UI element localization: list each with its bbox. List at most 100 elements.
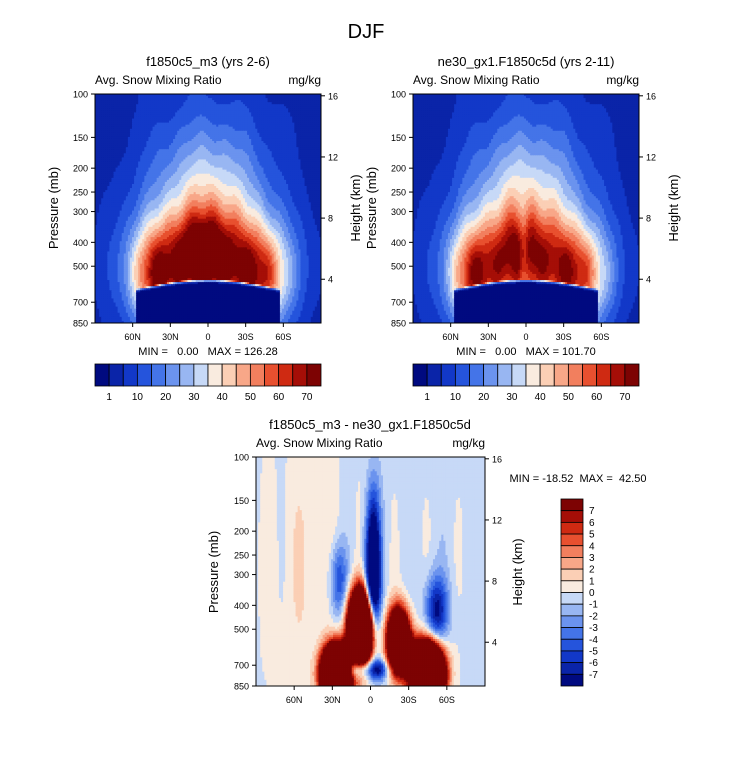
field-cell bbox=[173, 132, 176, 136]
field-cell bbox=[292, 108, 295, 111]
field-cell bbox=[230, 108, 234, 111]
field-cell bbox=[193, 118, 197, 122]
field-cell bbox=[203, 134, 207, 138]
field-cell bbox=[292, 118, 295, 122]
field-cell bbox=[226, 130, 230, 134]
field-cell bbox=[121, 130, 125, 134]
field-cell bbox=[97, 134, 100, 138]
field-cell bbox=[203, 100, 207, 103]
field-cell bbox=[275, 124, 279, 128]
field-cell bbox=[199, 94, 203, 97]
field-cell bbox=[95, 100, 98, 103]
field-cell bbox=[310, 132, 314, 136]
field-cell bbox=[238, 98, 242, 101]
field-cell bbox=[193, 132, 197, 136]
field-cell bbox=[265, 138, 269, 142]
field-cell bbox=[314, 96, 318, 99]
field-cell bbox=[119, 118, 123, 122]
field-cell bbox=[205, 104, 209, 107]
field-cell bbox=[195, 136, 199, 140]
field-cell bbox=[103, 126, 106, 130]
field-cell bbox=[208, 110, 211, 113]
field-cell bbox=[240, 102, 244, 105]
field-cell bbox=[286, 126, 289, 130]
field-cell bbox=[284, 134, 287, 138]
field-cell bbox=[302, 126, 306, 130]
field-cell bbox=[117, 147, 121, 150]
field-cell bbox=[308, 118, 312, 122]
field-cell bbox=[247, 98, 250, 101]
field-cell bbox=[203, 136, 207, 140]
field-cell bbox=[240, 116, 244, 120]
field-cell bbox=[144, 147, 147, 150]
field-cell bbox=[292, 122, 295, 126]
field-cell bbox=[306, 143, 310, 146]
field-cell bbox=[247, 116, 250, 120]
field-cell bbox=[271, 116, 275, 120]
field-cell bbox=[154, 106, 158, 109]
field-cell bbox=[162, 138, 166, 142]
field-cell bbox=[281, 130, 285, 134]
field-cell bbox=[150, 126, 154, 130]
field-cell bbox=[95, 147, 98, 150]
field-cell bbox=[142, 151, 145, 154]
field-cell bbox=[298, 124, 302, 128]
field-cell bbox=[101, 151, 104, 154]
field-cell bbox=[185, 110, 189, 113]
field-cell bbox=[195, 134, 199, 138]
field-cell bbox=[314, 141, 318, 144]
field-cell bbox=[117, 141, 121, 144]
field-cell bbox=[269, 143, 273, 146]
field-cell bbox=[101, 141, 104, 144]
field-cell bbox=[279, 141, 283, 144]
field-cell bbox=[154, 147, 158, 150]
field-cell bbox=[203, 132, 207, 136]
field-cell bbox=[242, 116, 246, 120]
field-cell bbox=[150, 130, 154, 134]
field-cell bbox=[127, 149, 131, 152]
field-cell bbox=[310, 116, 314, 120]
field-cell bbox=[144, 128, 147, 132]
field-cell bbox=[125, 110, 129, 113]
field-cell bbox=[271, 138, 275, 142]
field-cell bbox=[275, 147, 279, 150]
field-cell bbox=[187, 132, 191, 136]
field-cell bbox=[152, 94, 156, 97]
field-cell bbox=[269, 114, 273, 118]
field-cell bbox=[212, 96, 215, 99]
field-cell bbox=[129, 136, 133, 140]
field-cell bbox=[279, 149, 283, 152]
field-cell bbox=[308, 136, 312, 140]
field-cell bbox=[224, 128, 228, 132]
field-cell bbox=[136, 118, 139, 122]
field-cell bbox=[304, 102, 308, 105]
field-cell bbox=[125, 132, 129, 136]
field-cell bbox=[142, 124, 145, 128]
field-cell bbox=[136, 114, 139, 118]
field-cell bbox=[105, 98, 108, 101]
field-cell bbox=[193, 98, 197, 101]
field-cell bbox=[302, 116, 306, 120]
field-cell bbox=[249, 120, 252, 124]
field-cell bbox=[259, 96, 263, 99]
field-cell bbox=[185, 128, 189, 132]
field-cell bbox=[158, 126, 162, 130]
field-cell bbox=[103, 128, 106, 132]
field-cell bbox=[179, 149, 182, 152]
field-cell bbox=[290, 136, 293, 140]
field-cell bbox=[136, 120, 139, 124]
field-cell bbox=[222, 128, 226, 132]
field-cell bbox=[236, 132, 240, 136]
field-cell bbox=[129, 98, 133, 101]
field-cell bbox=[218, 118, 221, 122]
field-cell bbox=[222, 122, 226, 126]
field-cell bbox=[109, 128, 113, 132]
field-cell bbox=[312, 147, 316, 150]
field-cell bbox=[302, 134, 306, 138]
field-cell bbox=[166, 126, 170, 130]
field-cell bbox=[294, 151, 297, 154]
field-cell bbox=[234, 151, 238, 154]
field-cell bbox=[134, 100, 137, 103]
field-cell bbox=[263, 104, 267, 107]
field-cell bbox=[148, 132, 152, 136]
